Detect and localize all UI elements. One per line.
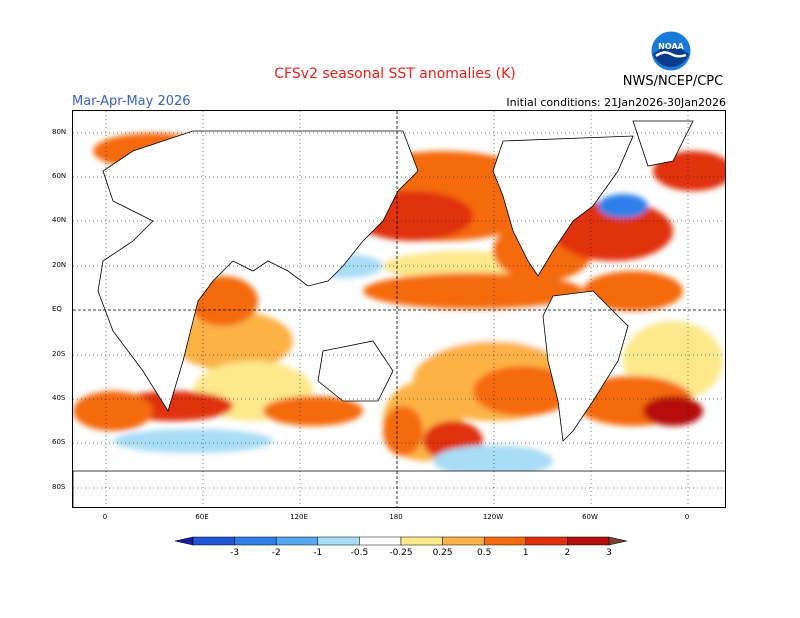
colorbar-segment bbox=[567, 536, 610, 546]
lat-label-60n: 60N bbox=[52, 172, 67, 180]
colorbar-label: -0.25 bbox=[389, 548, 413, 558]
sst-anomaly-field bbox=[73, 111, 725, 507]
lon-label-60e: 60E bbox=[195, 513, 209, 521]
colorbar-segment bbox=[275, 536, 319, 546]
lon-label-0-west: 0 bbox=[102, 513, 108, 521]
colorbar-segment bbox=[400, 536, 443, 546]
lat-label-20s: 20S bbox=[52, 350, 66, 358]
lon-label-180: 180 bbox=[389, 513, 403, 521]
lat-label-eq: EQ bbox=[52, 305, 62, 313]
lon-label-120w: 120W bbox=[482, 513, 504, 521]
colorbar-segment bbox=[192, 536, 235, 546]
colorbar-segment bbox=[442, 536, 485, 546]
colorbar-label: 3 bbox=[606, 548, 612, 558]
colorbar-label: -1 bbox=[313, 548, 323, 558]
lat-label-60s: 60S bbox=[52, 438, 66, 446]
colorbar-label: -2 bbox=[271, 548, 281, 558]
land-masses bbox=[73, 120, 725, 507]
lon-label-120e: 120E bbox=[290, 513, 308, 521]
sst-anomaly-map bbox=[72, 110, 726, 508]
season-label: Mar-Apr-May 2026 bbox=[72, 94, 191, 109]
colorbar-label: -0.5 bbox=[350, 548, 369, 558]
colorbar-label: 1 bbox=[522, 548, 529, 558]
colorbar-arrow-low bbox=[175, 536, 194, 546]
noaa-logo: NOAA bbox=[650, 30, 692, 72]
colorbar-segment bbox=[317, 536, 360, 546]
lon-label-0-east: 0 bbox=[684, 513, 690, 521]
initial-conditions-label: Initial conditions: 21Jan2026-30Jan2026 bbox=[506, 96, 726, 109]
lat-label-40s: 40S bbox=[52, 394, 66, 402]
lat-label-20n: 20N bbox=[52, 261, 67, 269]
agency-label: NWS/NCEP/CPC bbox=[622, 74, 724, 89]
map-title: CFSv2 seasonal SST anomalies (K) bbox=[274, 66, 516, 82]
colorbar-segment bbox=[359, 536, 402, 546]
lon-label-60w: 60W bbox=[582, 513, 598, 521]
lat-label-40n: 40N bbox=[52, 216, 67, 224]
colorbar-label: -3 bbox=[230, 548, 240, 558]
colorbar-segment bbox=[525, 536, 568, 546]
colorbar-label: 0.25 bbox=[432, 548, 453, 558]
noaa-logo-text: NOAA bbox=[658, 42, 684, 51]
colorbar-label: 2 bbox=[564, 548, 571, 558]
lat-lon-grid bbox=[73, 111, 725, 507]
colorbar-arrow-high bbox=[608, 536, 627, 546]
colorbar-segment bbox=[483, 536, 527, 546]
lat-label-80n: 80N bbox=[52, 128, 67, 136]
colorbar-segment bbox=[234, 536, 277, 546]
colorbar bbox=[175, 536, 627, 546]
colorbar-label: 0.5 bbox=[477, 548, 492, 558]
equator-dateline bbox=[73, 111, 725, 507]
lat-label-80s: 80S bbox=[52, 483, 66, 491]
